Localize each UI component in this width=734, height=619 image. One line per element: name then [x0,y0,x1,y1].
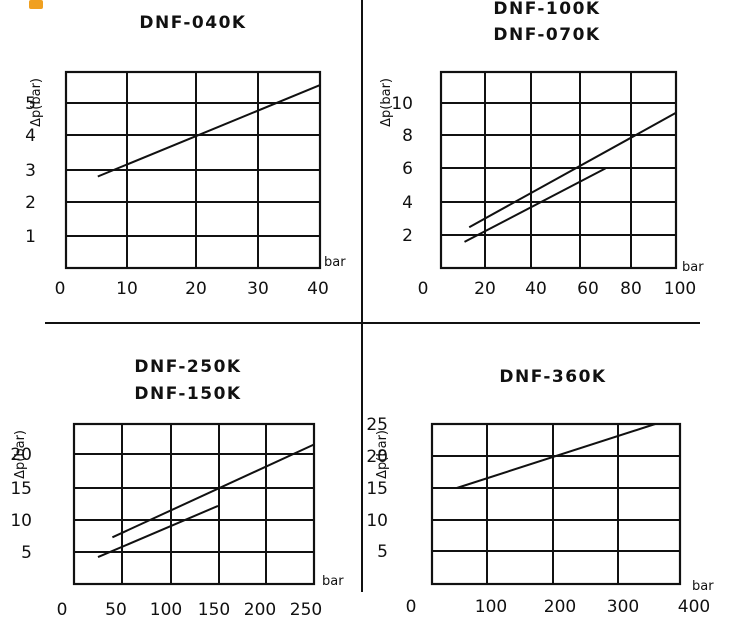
y-tick-label: 4 [25,126,36,146]
y-tick-label: 15 [366,479,388,499]
chart-title: DNF-070K [493,25,600,45]
x-tick-label: 30 [247,279,269,299]
y-tick-label: 20 [366,447,388,467]
y-tick-label: 6 [402,159,413,179]
plot-frame [439,70,678,270]
x-tick-label: 200 [544,597,576,617]
y-axis-label: Δp(bar) [379,78,394,127]
y-tick-label: 10 [10,511,32,531]
x-tick-label: 150 [198,600,230,619]
y-tick-label: 4 [402,193,413,213]
series-line-1 [468,111,677,229]
y-tick-label: 2 [402,226,413,246]
x-tick-label: 20 [185,279,207,299]
x-tick-label: 200 [244,600,276,619]
y-tick-label: 3 [25,161,36,181]
y-axis-label: Δp(bar) [29,78,44,127]
chart-4: DNF-360K Δp(bar) 5 10 15 20 25 0 100 200 300 400 bar [366,367,714,617]
x-unit-label: bar [692,579,714,594]
plot-frame [64,70,322,270]
y-axis-label: Δp(bar) [13,430,28,479]
series-line-2 [464,167,606,243]
x-unit-label: bar [322,574,344,589]
x-tick-label: 100 [475,597,507,617]
x-tick-label: 100 [664,279,696,299]
chart-title: DNF-100K [493,0,600,19]
series-line-1 [111,443,315,539]
series-line-1 [456,423,656,489]
x-tick-label: 50 [105,600,127,619]
x-tick-label: 0 [55,279,66,299]
chart-title: DNF-360K [499,367,606,387]
x-unit-label: bar [324,255,346,270]
x-tick-label: 0 [57,600,68,619]
y-tick-label: 8 [402,126,413,146]
series-line-2 [97,504,219,559]
y-tick-label: 5 [25,94,36,114]
y-tick-label: 1 [25,227,36,247]
x-tick-label: 40 [525,279,547,299]
plot-frame [72,422,316,586]
chart-title: DNF-250K [134,357,241,377]
chart-1: DNF-040K Δp(bar) 1 2 3 4 5 0 10 20 30 40 bar [25,13,346,299]
y-tick-label: 10 [391,94,413,114]
y-tick-label: 15 [10,479,32,499]
x-tick-label: 60 [577,279,599,299]
y-tick-label: 5 [21,543,32,563]
x-tick-label: 20 [474,279,496,299]
x-tick-label: 10 [116,279,138,299]
y-tick-label: 20 [10,445,32,465]
series-line-1 [97,84,321,178]
x-tick-label: 0 [418,279,429,299]
y-tick-label: 2 [25,193,36,213]
y-tick-label: 5 [377,542,388,562]
y-tick-label: 10 [366,511,388,531]
x-tick-label: 300 [607,597,639,617]
y-axis-label: Δp(bar) [375,430,390,479]
chart-title: DNF-040K [139,13,246,33]
y-tick-label: 25 [366,415,388,435]
x-tick-label: 400 [678,597,710,617]
x-tick-label: 0 [406,597,417,617]
orange-corner-badge [29,0,43,9]
x-tick-label: 250 [290,600,322,619]
chart-title: DNF-150K [134,384,241,404]
plot-frame [430,422,682,586]
x-tick-label: 40 [307,279,329,299]
x-tick-label: 80 [620,279,642,299]
x-tick-label: 100 [150,600,182,619]
x-unit-label: bar [682,260,704,275]
